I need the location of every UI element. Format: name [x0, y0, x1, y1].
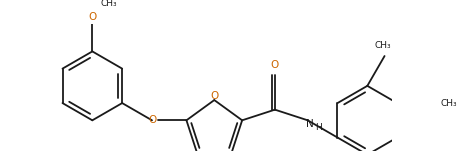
Text: CH₃: CH₃ [100, 0, 117, 8]
Text: CH₃: CH₃ [374, 41, 391, 50]
Text: H: H [315, 123, 321, 132]
Text: O: O [88, 12, 96, 22]
Text: CH₃: CH₃ [440, 99, 457, 108]
Text: O: O [271, 60, 279, 70]
Text: O: O [210, 91, 219, 101]
Text: O: O [148, 115, 156, 125]
Text: N: N [305, 119, 313, 130]
